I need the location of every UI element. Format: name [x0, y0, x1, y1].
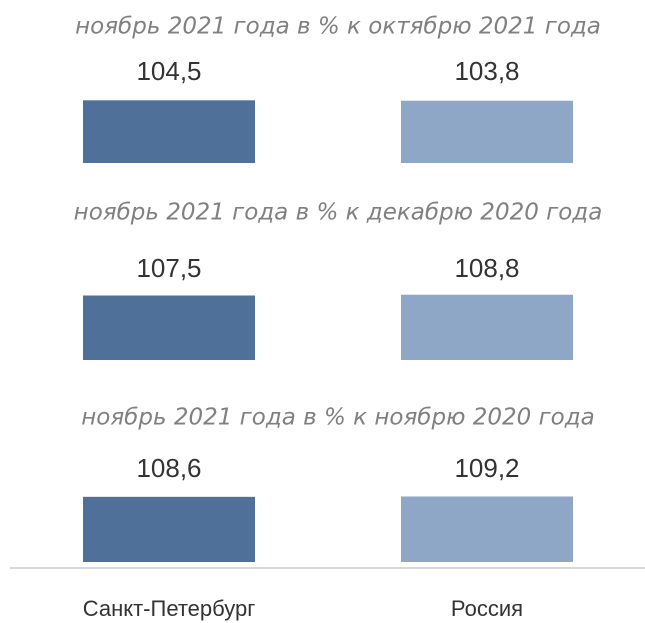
bar — [83, 295, 255, 360]
bar — [83, 496, 255, 562]
bar — [401, 100, 573, 163]
bar — [401, 496, 573, 562]
x-tick-label: Санкт-Петербург — [83, 596, 256, 621]
value-label: 104,5 — [136, 56, 201, 86]
panel-title: ноябрь 2021 года в % к ноябрю 2020 года — [81, 405, 595, 431]
panel-title: ноябрь 2021 года в % к октябрю 2021 года — [75, 14, 601, 40]
value-label: 108,6 — [136, 453, 201, 483]
panel-title: ноябрь 2021 года в % к декабрю 2020 года — [74, 200, 603, 226]
value-label: 109,2 — [454, 453, 519, 483]
value-label: 108,8 — [454, 253, 519, 283]
bar — [401, 294, 573, 360]
value-label: 107,5 — [136, 253, 201, 283]
bar — [83, 100, 255, 163]
x-tick-label: Россия — [451, 596, 523, 621]
value-label: 103,8 — [454, 56, 519, 86]
